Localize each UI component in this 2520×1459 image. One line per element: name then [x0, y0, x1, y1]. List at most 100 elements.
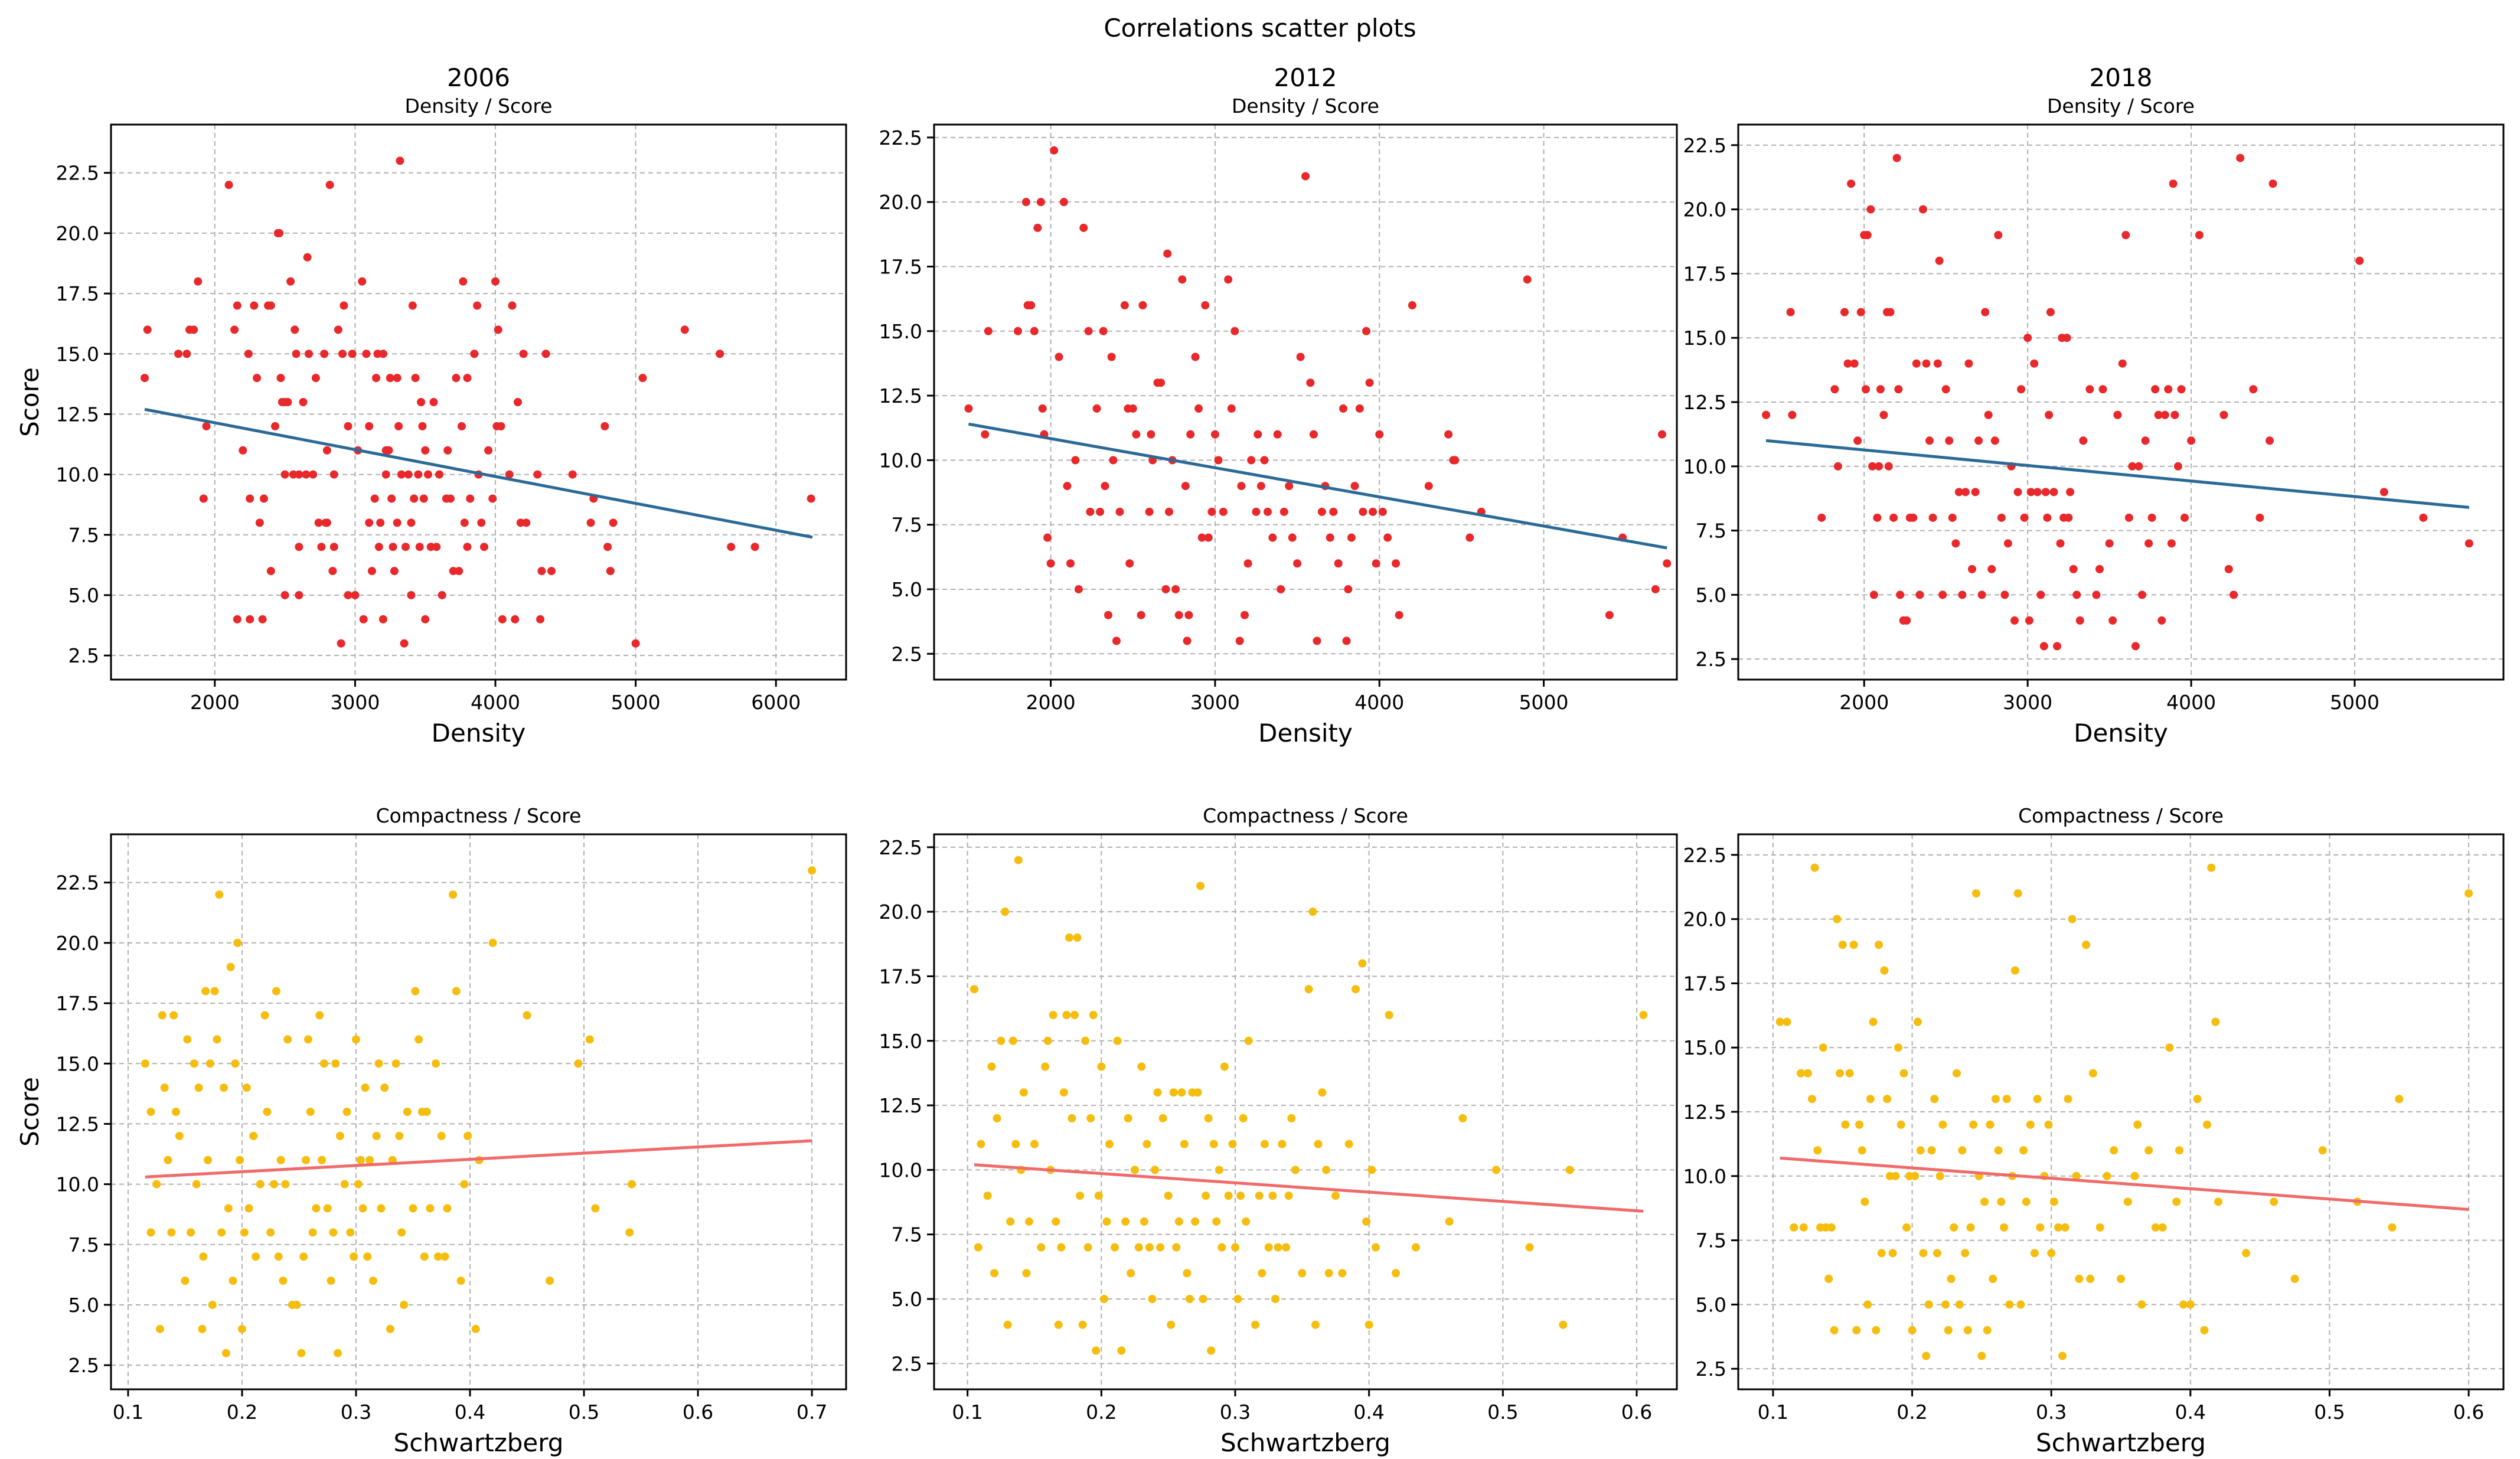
data-point: [281, 1180, 290, 1189]
data-point: [276, 374, 285, 383]
data-point: [1073, 933, 1082, 942]
data-point: [2068, 915, 2077, 923]
data-point: [328, 567, 337, 576]
data-point: [1986, 1120, 1995, 1129]
data-point: [1256, 482, 1265, 491]
data-point: [586, 518, 595, 527]
data-point: [449, 890, 458, 899]
data-point: [2164, 385, 2173, 394]
x-axis-label: Schwartzberg: [1220, 1428, 1390, 1457]
data-point: [1947, 1274, 1956, 1283]
x-tick-label: 0.1: [952, 1401, 982, 1424]
y-tick-label: 17.5: [1683, 972, 1726, 995]
data-point: [2039, 642, 2048, 651]
data-point: [1055, 352, 1063, 361]
y-tick-label: 15.0: [1683, 1036, 1726, 1059]
data-point: [259, 494, 268, 503]
x-tick-label: 5000: [2330, 691, 2379, 714]
data-point: [1037, 1243, 1046, 1252]
data-point: [452, 987, 461, 995]
data-point: [1362, 327, 1370, 335]
data-point: [1888, 1249, 1897, 1258]
data-point: [1866, 205, 1875, 214]
data-point: [2151, 1223, 2160, 1232]
data-point: [2123, 1197, 2132, 1206]
data-point: [437, 1131, 446, 1140]
data-point: [1185, 1294, 1194, 1303]
data-point: [1775, 1017, 1784, 1026]
data-point: [1243, 559, 1252, 568]
data-point: [2290, 1274, 2299, 1283]
plot-frame: [933, 833, 1678, 1391]
data-point: [997, 1036, 1006, 1045]
data-point: [1955, 1300, 1964, 1309]
data-point: [1124, 1114, 1132, 1122]
data-point: [303, 1035, 312, 1044]
data-point: [344, 590, 352, 599]
data-point: [256, 1180, 265, 1189]
data-point: [1911, 1171, 1920, 1180]
data-point: [311, 374, 320, 383]
trend-line: [145, 1139, 812, 1179]
data-point: [2158, 1223, 2167, 1232]
data-point: [2118, 359, 2127, 368]
data-point: [240, 1228, 249, 1237]
y-tick-label: 2.5: [1696, 648, 1726, 671]
data-point: [1284, 1192, 1293, 1200]
data-point: [2054, 1223, 2062, 1232]
data-point: [295, 543, 303, 551]
data-point: [419, 494, 428, 503]
data-point: [342, 1108, 351, 1116]
data-point: [1046, 559, 1055, 568]
data-point: [1367, 1166, 1376, 1174]
data-point: [2200, 1326, 2209, 1334]
data-point: [1359, 507, 1367, 516]
data-point: [2395, 1095, 2404, 1104]
data-point: [198, 1324, 207, 1333]
data-point: [1183, 637, 1192, 645]
data-point: [2144, 1146, 2153, 1155]
y-tick-label: 7.5: [892, 1223, 922, 1246]
data-point: [242, 1083, 251, 1092]
data-point: [2036, 1223, 2045, 1232]
data-point: [1078, 1320, 1087, 1329]
data-point: [426, 1204, 435, 1213]
data-point: [1287, 1114, 1296, 1122]
data-point: [1847, 179, 1856, 188]
data-point: [1193, 1088, 1202, 1097]
data-point: [1186, 430, 1195, 439]
data-point: [1194, 404, 1203, 413]
data-point: [1282, 1243, 1291, 1252]
data-point: [443, 446, 452, 455]
data-point: [1762, 410, 1771, 419]
data-point: [308, 1228, 317, 1237]
data-point: [1008, 1036, 1017, 1045]
data-point: [1171, 585, 1180, 593]
y-tick-label: 12.5: [879, 1094, 922, 1117]
data-point: [167, 1228, 176, 1237]
data-point: [2157, 616, 2166, 625]
data-point: [270, 422, 279, 430]
data-point: [1043, 1036, 1052, 1045]
data-point: [190, 1059, 198, 1068]
data-point: [1274, 1243, 1282, 1252]
data-point: [314, 518, 323, 527]
data-point: [1334, 559, 1343, 568]
x-axis-label: Density: [432, 719, 526, 748]
data-point: [1913, 1017, 1922, 1026]
data-point: [1964, 359, 1973, 368]
data-point: [2058, 1352, 2067, 1360]
data-point: [1922, 359, 1931, 368]
y-tick-label: 7.5: [1696, 1229, 1726, 1252]
data-point: [394, 422, 403, 430]
data-point: [386, 374, 394, 383]
y-tick-label: 22.5: [879, 126, 922, 149]
data-point: [1908, 1326, 1917, 1334]
plot-frame: [1737, 833, 2505, 1391]
data-point: [417, 398, 426, 406]
data-point: [1081, 1036, 1090, 1045]
y-tick-label: 5.0: [68, 1294, 99, 1317]
data-point: [2025, 616, 2033, 625]
data-point: [1038, 404, 1047, 413]
data-point: [1984, 410, 1993, 419]
